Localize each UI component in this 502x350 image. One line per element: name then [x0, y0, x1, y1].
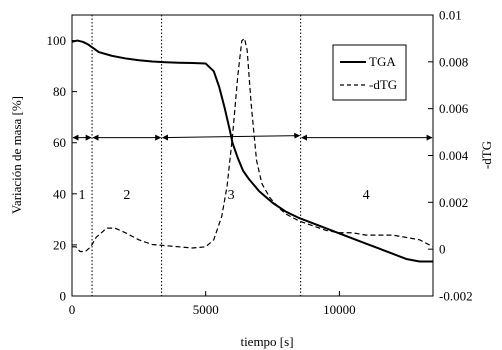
y-left-tick-label: 80	[53, 84, 66, 99]
x-tick-label: 0	[69, 302, 76, 317]
zone-labels: 1 2 3 4	[79, 188, 370, 203]
zone-label-4: 4	[363, 188, 370, 203]
y-right-tick-label: 0.008	[439, 54, 468, 69]
y-left-tick-label: 20	[53, 237, 66, 252]
y-right-tick-label: 0	[439, 242, 446, 257]
y-axis-title-left: Variación de masa [%]	[9, 96, 24, 214]
x-tick-label: 10000	[323, 302, 356, 317]
zone-label-3: 3	[228, 188, 235, 203]
y-right-tick-label: 0.006	[439, 101, 469, 116]
series-line-tga	[71, 39, 433, 263]
x-tick-label: 5000	[193, 302, 219, 317]
legend-label-dtg: -dTG	[369, 77, 397, 92]
x-axis-title: tiempo [s]	[240, 334, 293, 349]
axes: 0 5000 10000 0 20 40 60 80 100 -0.002 0 0.002 0.004 0…	[47, 8, 473, 318]
y-right-tick-label: 0.002	[439, 195, 468, 210]
y-right-tick-label: -0.002	[439, 289, 473, 304]
y-right-tick-label: 0.004	[439, 148, 469, 163]
y-left-tick-label: 60	[53, 135, 66, 150]
series-lines	[71, 37, 434, 263]
y-left-tick-label: 0	[60, 289, 67, 304]
zone-label-1: 1	[79, 188, 86, 203]
y-right-tick-label: 0.01	[439, 8, 462, 23]
y-axis-title-right: -dTG	[479, 141, 494, 169]
y-left-tick-label: 100	[47, 33, 67, 48]
legend: TGA -dTG	[332, 44, 407, 101]
zone-arrows	[72, 132, 433, 141]
legend-box	[332, 44, 407, 101]
zone-label-2: 2	[123, 188, 130, 203]
legend-label-tga: TGA	[369, 54, 396, 69]
y-left-tick-label: 40	[53, 186, 66, 201]
